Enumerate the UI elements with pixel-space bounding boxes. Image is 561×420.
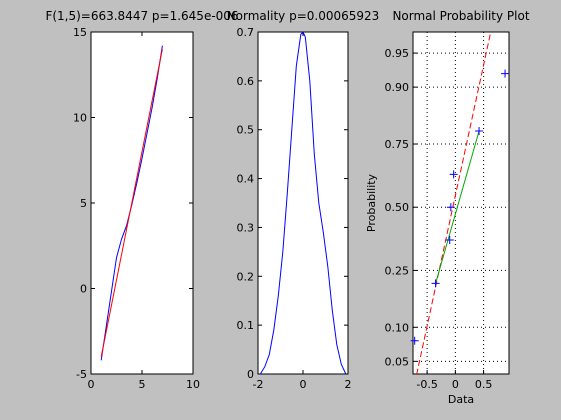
y-tick-label: 0.95: [385, 47, 410, 60]
x-tick-label: 0.5: [475, 378, 493, 391]
x-tick-label: -0.5: [416, 378, 437, 391]
y-tick-label: 0.7: [237, 26, 255, 39]
y-tick-label: 0.90: [385, 81, 410, 94]
y-tick-label: 0.05: [385, 355, 410, 368]
series-line-2: [100, 49, 163, 357]
y-tick-label: 0.75: [385, 138, 410, 151]
y-tick-label: 10: [73, 112, 87, 125]
chart-title-3: Normal Probability Plot: [392, 9, 529, 23]
y-tick-label: 5: [80, 197, 87, 210]
chart-title-1: F(1,5)=663.8447 p=1.645e-006: [45, 9, 238, 23]
data-point: [445, 236, 454, 245]
plot-area-3: [412, 31, 510, 375]
data-point: [501, 69, 510, 78]
series-line-1: [259, 31, 347, 375]
y-tick-label: 0.3: [237, 221, 255, 234]
fit-inner-line: [435, 130, 480, 284]
x-tick-label: 10: [186, 378, 200, 391]
y-tick-label: 0.1: [237, 319, 255, 332]
x-tick-label: 0: [452, 378, 459, 391]
y-tick-label: 0.25: [385, 264, 410, 277]
x-tick-label: 2: [345, 378, 352, 391]
plot-area-1: [90, 31, 194, 375]
y-tick-label: 0.10: [385, 321, 410, 334]
x-tick-label: 0: [300, 378, 307, 391]
data-point: [475, 127, 484, 136]
y-tick-label: 0.2: [237, 270, 255, 283]
y-tick-label: 0: [80, 283, 87, 296]
plot-area-2: [257, 31, 349, 375]
y-tick-label: 0.4: [237, 173, 255, 186]
data-point: [431, 279, 440, 288]
data-point: [449, 170, 458, 179]
x-tick-label: 0: [88, 378, 95, 391]
y-tick-label: 0.5: [237, 124, 255, 137]
y-tick-label: 0.50: [385, 201, 410, 214]
chart-title-2: Normality p=0.00065923: [227, 9, 380, 23]
x-tick-label: -2: [253, 378, 264, 391]
fit-line: [416, 32, 492, 374]
y-tick-label: -5: [76, 368, 87, 381]
y-axis-label: Probability: [365, 173, 378, 232]
data-point: [410, 336, 419, 345]
y-tick-label: 15: [73, 26, 87, 39]
x-axis-label: Data: [448, 393, 474, 406]
y-tick-label: 0.6: [237, 75, 255, 88]
x-tick-label: 5: [139, 378, 146, 391]
y-tick-label: 0: [247, 368, 254, 381]
data-point: [446, 203, 455, 212]
grid-lines: [413, 32, 509, 374]
